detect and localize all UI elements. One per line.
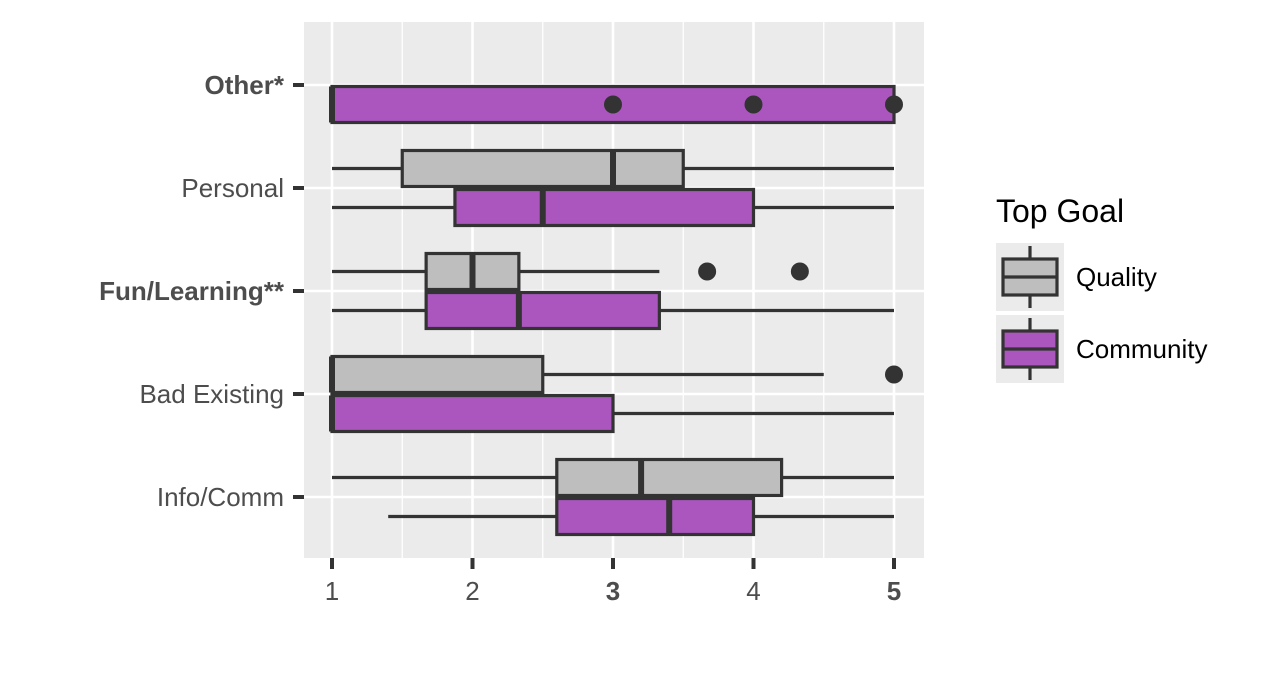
box-iqr — [555, 457, 784, 498]
y-tick-label: Fun/Learning** — [99, 276, 285, 306]
axes: Other* Personal Fun/Learning** Bad Existing… — [99, 70, 901, 606]
box-iqr — [400, 148, 685, 189]
y-tick-label: Bad Existing — [139, 379, 284, 409]
box-quality-3 — [329, 354, 903, 395]
y-tick-label: Personal — [181, 173, 284, 203]
outlier-point — [698, 262, 717, 281]
outlier-point — [885, 365, 903, 384]
box-quality-2 — [332, 251, 809, 292]
box-iqr — [555, 496, 756, 537]
legend-label: Community — [1076, 334, 1207, 364]
legend-title: Top Goal — [996, 193, 1124, 229]
box-iqr — [330, 393, 615, 434]
boxes — [329, 84, 903, 537]
box-iqr — [424, 290, 661, 331]
outlier-point — [744, 95, 763, 114]
box-iqr — [330, 354, 545, 395]
box-quality-1 — [332, 148, 894, 189]
outlier-point — [790, 262, 809, 281]
x-tick-label: 4 — [746, 576, 760, 606]
box-community-4 — [388, 496, 894, 537]
box-quality-4 — [332, 457, 894, 498]
outlier-point — [604, 95, 622, 114]
x-tick-label: 5 — [887, 576, 901, 606]
y-tick-label: Other* — [205, 70, 285, 100]
legend-label: Quality — [1076, 262, 1157, 292]
x-tick-label: 2 — [465, 576, 479, 606]
box-community-2 — [332, 290, 894, 331]
box-iqr — [453, 187, 756, 228]
outlier-point — [885, 95, 903, 114]
box-community-0 — [329, 84, 903, 125]
box-community-1 — [332, 187, 894, 228]
legend: Top Goal Quality Community — [996, 193, 1207, 383]
x-tick-label: 1 — [325, 576, 339, 606]
legend-key-community — [996, 315, 1064, 383]
legend-key-quality — [996, 243, 1064, 311]
y-tick-label: Info/Comm — [157, 482, 284, 512]
x-tick-label: 3 — [606, 576, 620, 606]
box-community-3 — [329, 393, 894, 434]
